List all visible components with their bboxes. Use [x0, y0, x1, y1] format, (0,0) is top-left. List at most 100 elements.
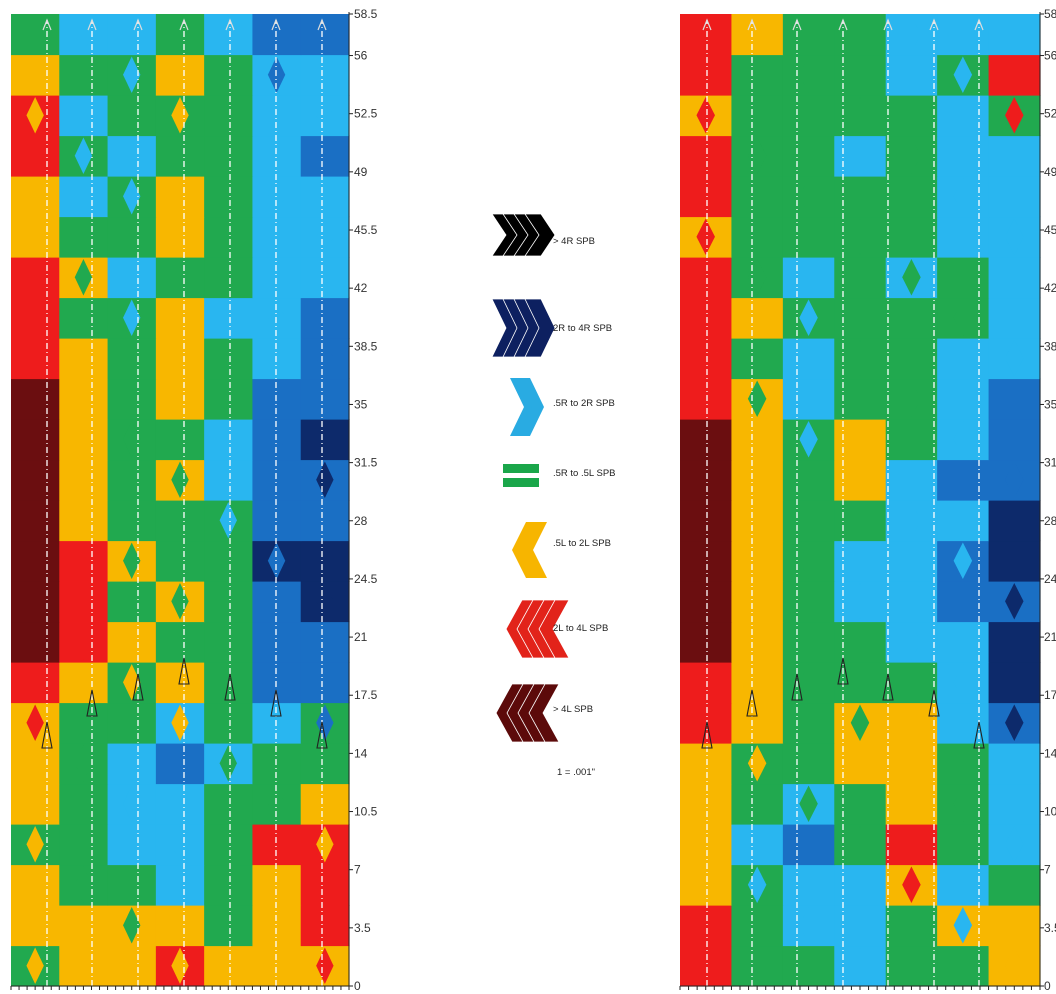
- track-marker: [132, 673, 144, 701]
- track-arrow-top: [271, 18, 281, 31]
- heatmap-cell: [11, 297, 60, 339]
- heatmap-cell: [107, 257, 157, 299]
- track-marker: [86, 689, 98, 717]
- chevron-left-icon: [538, 599, 570, 659]
- heatmap-cell: [204, 905, 254, 947]
- heatmap-cell: [731, 297, 784, 339]
- heatmap-cell: [300, 864, 350, 906]
- y-tick-label: 14: [354, 746, 368, 760]
- contour-blob: [902, 745, 921, 782]
- contour-blob: [747, 137, 767, 174]
- heatmap-cell: [252, 95, 302, 137]
- heatmap-cell: [834, 905, 887, 947]
- y-tick-label: 28: [354, 514, 368, 528]
- heatmap-cell: [155, 621, 205, 663]
- heatmap-cell: [731, 338, 784, 380]
- heatmap-cell: [204, 297, 254, 339]
- y-tick-label: 38.5: [354, 339, 378, 353]
- heatmap-cell: [731, 176, 784, 218]
- heatmap-cell: [731, 662, 784, 704]
- legend-label-2l-4l: 2L to 4L SPB: [553, 623, 608, 634]
- heatmap-cell: [155, 540, 205, 582]
- heatmap-cell: [988, 783, 1041, 825]
- contour-blob: [696, 97, 715, 134]
- contour-blob: [316, 97, 334, 134]
- heatmap-cell: [834, 378, 887, 420]
- heatmap-cell: [731, 459, 784, 501]
- heatmap-cell: [107, 338, 157, 380]
- y-tick-label: 52.5: [1044, 107, 1056, 121]
- contour-blob: [123, 907, 141, 944]
- heatmap-cell: [204, 702, 254, 744]
- heatmap-cell: [988, 540, 1041, 582]
- contour-blob: [747, 745, 767, 782]
- heatmap-cell: [59, 338, 109, 380]
- contour-blob: [850, 218, 870, 255]
- track-arrow-top: [179, 18, 189, 31]
- y-tick-label: 10.5: [354, 805, 378, 819]
- y-tick-label: 35: [1044, 397, 1056, 411]
- heatmap-cell: [107, 864, 157, 906]
- heatmap-cell: [107, 216, 157, 258]
- heatmap-cell: [11, 540, 60, 582]
- heatmap-cell: [731, 824, 784, 866]
- heatmap-cell: [731, 95, 784, 137]
- track-arrow-top: [317, 18, 327, 31]
- heatmap-cell: [107, 621, 157, 663]
- contour-blob: [747, 16, 767, 53]
- heatmap-cell: [782, 500, 835, 542]
- heatmap-cell: [885, 176, 938, 218]
- track-arrow-top: [702, 18, 712, 31]
- track-marker: [837, 657, 849, 685]
- heatmap-cell: [300, 257, 350, 299]
- contour-blob: [953, 178, 973, 215]
- y-tick-label: 3.5: [1044, 921, 1056, 935]
- y-tick-label: 21: [354, 630, 368, 644]
- heatmap-cell: [834, 864, 887, 906]
- heatmap-cell: [252, 621, 302, 663]
- heatmap-cell: [782, 135, 835, 177]
- heatmap-cell: [937, 378, 990, 420]
- contour-blob: [850, 461, 870, 498]
- heatmap-cell: [937, 500, 990, 542]
- track-marker: [178, 657, 190, 685]
- y-tick-label: 56: [354, 49, 368, 63]
- contour-blob: [850, 704, 870, 741]
- equal-bar-icon: [503, 478, 539, 487]
- legend-label-2r-4r: 2R to 4R SPB: [553, 323, 612, 334]
- contour-blob: [316, 704, 334, 741]
- contour-blob: [953, 56, 973, 93]
- heatmap-cell: [680, 540, 733, 582]
- contour-blob: [123, 421, 141, 458]
- y-tick-label: 38.5: [1044, 339, 1056, 353]
- contour-blob: [799, 664, 818, 701]
- heatmap-cell: [300, 297, 350, 339]
- heatmap-cell: [155, 257, 205, 299]
- heatmap-cell: [937, 945, 990, 987]
- heatmap-cell: [834, 500, 887, 542]
- contour-blob: [316, 218, 334, 255]
- legend-item-05l-2l: .5L to 2L SPB: [512, 522, 611, 578]
- contour-blob: [123, 299, 141, 336]
- equal-bar-icon: [503, 464, 539, 473]
- chevron-right-icon: [524, 213, 556, 257]
- contour-blob: [799, 56, 818, 93]
- contour-blob: [799, 907, 818, 944]
- contour-blob: [219, 745, 237, 782]
- heatmap-cell: [11, 621, 60, 663]
- heatmap-cell: [107, 824, 157, 866]
- heatmap-cell: [252, 14, 302, 56]
- contour-blob: [1005, 826, 1024, 863]
- heatmap-cell: [680, 54, 733, 96]
- heatmap-cell: [107, 945, 157, 987]
- heatmap-cell: [155, 176, 205, 218]
- contour-blob: [850, 826, 870, 863]
- legend-label-05l-2l: .5L to 2L SPB: [553, 538, 611, 549]
- track-arrow-top: [974, 18, 984, 31]
- heatmap-cell: [988, 743, 1041, 785]
- heatmap-cell: [680, 14, 733, 56]
- heatmap-cell: [107, 581, 157, 623]
- heatmap-cell: [155, 297, 205, 339]
- heatmap-cell: [252, 702, 302, 744]
- y-tick-label: 3.5: [354, 921, 371, 935]
